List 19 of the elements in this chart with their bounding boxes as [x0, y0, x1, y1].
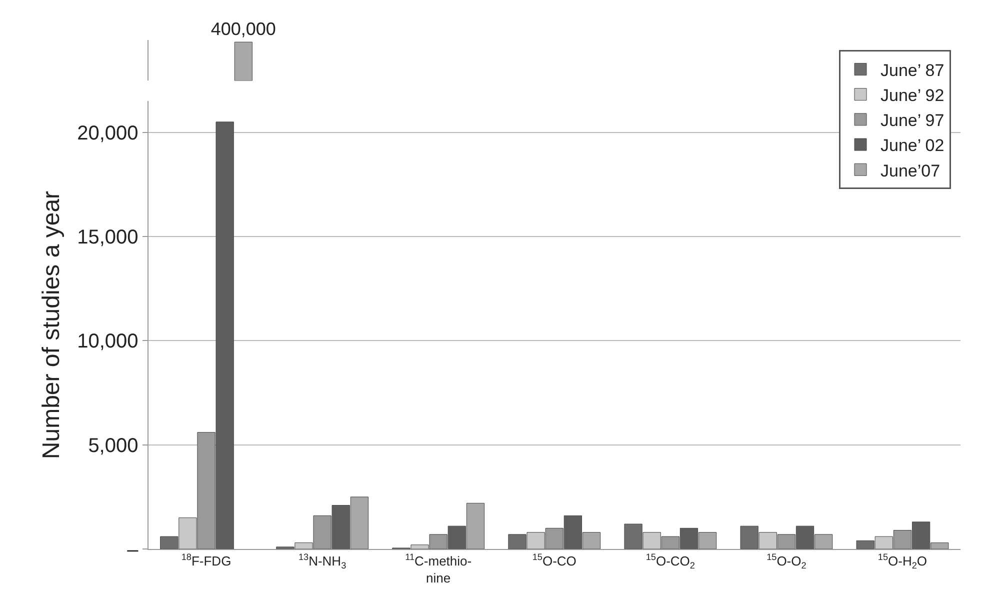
x-tick-label: $^{15}$O-CO$_{2}$: [646, 552, 695, 570]
legend-label: June’07: [880, 161, 940, 180]
x-tick-label: $^{15}$O-CO: [532, 552, 576, 569]
x-tick-label: $^{15}$O-H$_{2}$O: [878, 552, 928, 570]
legend-label: June’ 02: [880, 136, 944, 156]
data-label: 400,000: [210, 19, 276, 40]
x-tick-label: $^{11}$C-methio- nine: [405, 552, 472, 586]
legend-label: June’ 92: [880, 86, 944, 105]
y-tick-label: 5,000: [88, 434, 138, 457]
y-tick-label: 20,000: [77, 122, 138, 144]
y-tick-label: 15,000: [77, 226, 138, 248]
y-tick-label: –: [127, 539, 140, 561]
y-axis-title: Number of studies a year: [38, 190, 66, 460]
x-tick-label: $^{18}$F-FDG: [181, 552, 232, 569]
legend-label: June’ 87: [880, 60, 944, 80]
x-tick-label: $^{15}$O-O$_{2}$: [766, 552, 806, 570]
legend-label: June’ 97: [880, 111, 944, 130]
x-tick-label: $^{13}$N-NH$_{3}$: [298, 552, 346, 570]
y-tick-label: 10,000: [77, 330, 138, 353]
